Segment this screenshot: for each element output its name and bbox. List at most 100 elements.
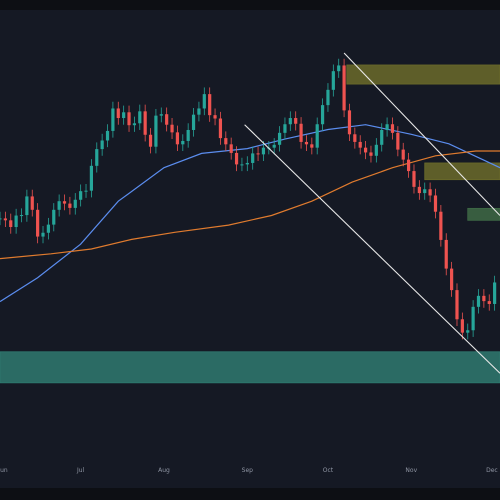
candle-body [46, 224, 50, 233]
candle [14, 208, 18, 234]
candle [433, 188, 438, 219]
candle [52, 203, 56, 232]
zone-3 [0, 351, 500, 384]
candle-body [218, 118, 223, 139]
candle-body [412, 171, 416, 187]
candle [143, 104, 147, 142]
candle [428, 182, 432, 203]
candle [197, 101, 201, 122]
trendline-1 [244, 124, 500, 374]
candle-body [14, 215, 18, 228]
candle [175, 125, 180, 152]
trendlines-layer [244, 52, 500, 374]
candle-body [127, 112, 131, 126]
x-tick-label: Jun [0, 467, 8, 474]
candle [261, 140, 266, 162]
candle [234, 146, 239, 172]
candle-body [380, 129, 384, 145]
x-axis: Jun Jul Aug Sep Oct Nov Dec [0, 467, 498, 474]
candle-body [111, 108, 115, 131]
candle [256, 146, 260, 162]
candle-body [245, 162, 249, 165]
candle [132, 116, 137, 132]
candle-body [482, 295, 486, 302]
candle-body [213, 115, 217, 119]
candle-body [390, 124, 395, 133]
candle [68, 196, 72, 215]
candle-body [358, 141, 362, 148]
candle [396, 126, 400, 157]
trendline-0 [343, 52, 500, 216]
plot-background [0, 10, 500, 488]
candle [310, 137, 314, 155]
candle-body [433, 195, 438, 212]
candle-body [493, 282, 497, 304]
candle-body [283, 124, 287, 133]
candle [19, 208, 24, 223]
candle-body [315, 124, 319, 148]
candle [288, 111, 292, 131]
candle [315, 117, 319, 155]
candle-body [476, 295, 481, 307]
candle [186, 123, 190, 148]
candle [369, 145, 373, 163]
candle-body [148, 134, 153, 147]
candle-body [202, 94, 206, 109]
candle [30, 189, 34, 217]
candle [363, 140, 368, 160]
candle [412, 164, 416, 194]
candle-body [116, 108, 120, 119]
candle-body [79, 191, 83, 200]
candle [390, 117, 395, 140]
candle-body [460, 319, 464, 333]
candle [116, 101, 120, 125]
moving-averages-layer [0, 124, 500, 303]
candle [36, 203, 40, 244]
candle [482, 289, 486, 308]
candle [353, 127, 357, 149]
candle [417, 180, 421, 200]
candle [159, 107, 163, 123]
candle [73, 193, 77, 215]
candle-body [224, 138, 228, 145]
candle [122, 105, 126, 125]
candle-body [143, 111, 147, 135]
candle [401, 142, 405, 167]
candle [148, 128, 153, 154]
candle-body [261, 147, 266, 155]
candle-body [154, 115, 158, 147]
candle [407, 152, 411, 178]
candle [62, 194, 67, 211]
moving-average-1 [0, 150, 500, 260]
candle [154, 108, 158, 154]
candle-body [105, 130, 110, 141]
zone-2 [467, 207, 500, 221]
candle-body [36, 209, 40, 237]
candle-body [30, 196, 34, 210]
candle [283, 117, 287, 140]
candle-body [122, 112, 126, 119]
candle-body [417, 186, 421, 194]
candle-body [175, 132, 180, 145]
candle [272, 138, 276, 155]
candle [331, 64, 335, 97]
candle [251, 146, 255, 170]
candle [380, 123, 384, 152]
candle-body [304, 141, 309, 145]
candle [337, 58, 341, 78]
candle-body [299, 123, 303, 142]
candle-body [197, 108, 201, 115]
candle-body [363, 147, 368, 153]
zone-1 [424, 162, 500, 181]
candle [455, 283, 459, 326]
candle-body [428, 189, 432, 196]
candle-body [272, 144, 276, 148]
candle-body [347, 110, 352, 135]
zones-layer [0, 64, 500, 384]
candle [245, 156, 249, 172]
candle-body [3, 218, 7, 221]
candle-body [62, 201, 67, 204]
x-tick-label: Jul [76, 467, 85, 474]
